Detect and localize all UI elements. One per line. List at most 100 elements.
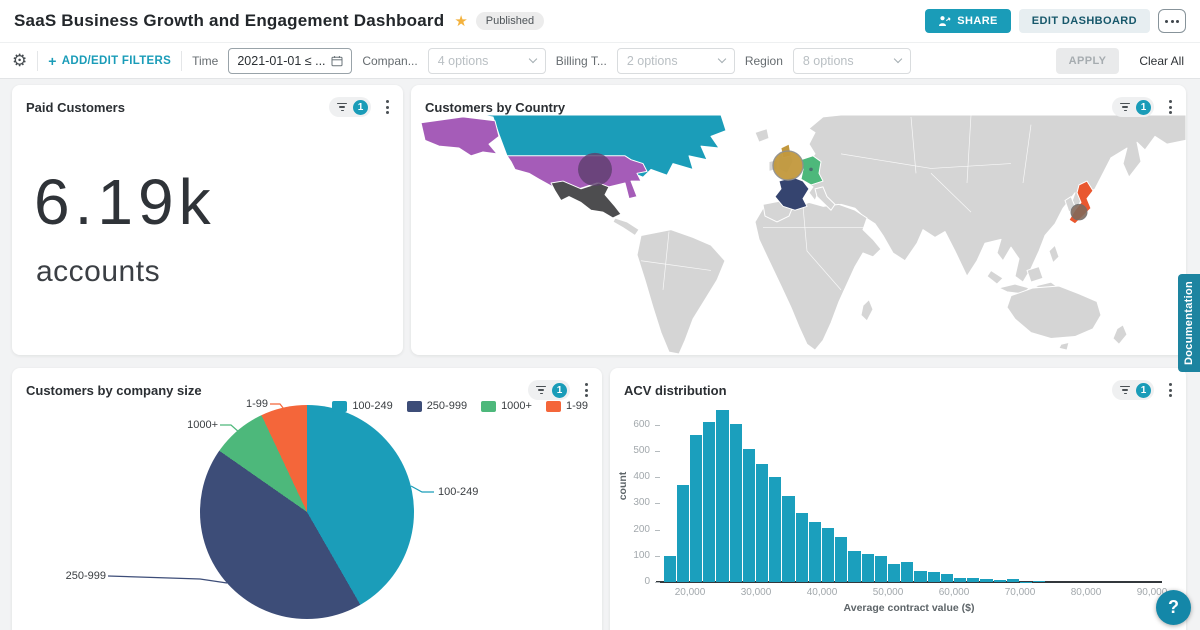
- hist-bar[interactable]: [967, 577, 980, 582]
- hist-bar[interactable]: [848, 551, 861, 582]
- map-country-usa[interactable]: [506, 155, 648, 200]
- filter-indicator[interactable]: 1: [1112, 97, 1154, 117]
- divider: [181, 50, 183, 71]
- y-tick-label: 0: [644, 576, 650, 587]
- page-title: SaaS Business Growth and Engagement Dash…: [14, 11, 445, 30]
- gear-icon[interactable]: ⚙: [12, 50, 28, 71]
- hist-bar[interactable]: [729, 423, 742, 582]
- x-tick-label: 40,000: [806, 587, 838, 598]
- edit-dashboard-button[interactable]: EDIT DASHBOARD: [1018, 9, 1150, 33]
- hist-bar[interactable]: [901, 561, 914, 582]
- y-tick-label: 300: [633, 497, 650, 509]
- map-country-new-zealand: [1112, 324, 1128, 345]
- bubble-japan[interactable]: [1070, 203, 1088, 221]
- hist-bar[interactable]: [835, 536, 848, 582]
- legend-item[interactable]: 1000+: [481, 400, 532, 412]
- x-tick-label: 50,000: [872, 587, 904, 598]
- map-country-mexico[interactable]: [550, 180, 622, 219]
- hist-bar[interactable]: [756, 464, 769, 582]
- legend-item[interactable]: 1-99: [545, 400, 588, 412]
- hist-bar[interactable]: [1006, 579, 1019, 582]
- hist-bar[interactable]: [914, 570, 927, 582]
- x-tick-label: 30,000: [740, 587, 772, 598]
- y-tick-label: 200: [633, 523, 650, 535]
- hist-bar[interactable]: [927, 572, 940, 582]
- y-tick-label: 500: [633, 445, 650, 456]
- hist-bar[interactable]: [954, 577, 967, 582]
- germany-data-dot: [809, 167, 813, 172]
- x-tick-label: 70,000: [1004, 587, 1036, 598]
- bubble-usa[interactable]: [578, 152, 612, 186]
- hist-bar[interactable]: [888, 563, 901, 582]
- funnel-icon: [536, 385, 546, 395]
- kebab-menu-icon[interactable]: [583, 381, 590, 399]
- pie-label-100-249: 100-249: [438, 486, 479, 498]
- x-tick-label: 60,000: [938, 587, 970, 598]
- y-tick-label: 600: [633, 418, 650, 430]
- more-options-button[interactable]: [1158, 9, 1186, 33]
- y-tick-mark: [655, 529, 660, 531]
- pie-label-1-99: 1-99: [245, 398, 268, 410]
- legend-item[interactable]: 100-249: [332, 400, 393, 412]
- filter-indicator[interactable]: 1: [528, 380, 570, 400]
- hist-bar[interactable]: [822, 527, 835, 582]
- hist-bar[interactable]: [676, 485, 689, 582]
- hist-bar[interactable]: [782, 496, 795, 582]
- published-badge: Published: [475, 12, 545, 30]
- favorite-star-icon[interactable]: ★: [454, 12, 468, 30]
- pie-chart[interactable]: [200, 405, 414, 619]
- hist-bar[interactable]: [861, 553, 874, 582]
- billing-filter-select[interactable]: 2 options: [616, 47, 735, 74]
- clear-all-button[interactable]: Clear All: [1139, 53, 1184, 68]
- hist-bar[interactable]: [993, 580, 1006, 582]
- hist-bar[interactable]: [716, 410, 729, 582]
- y-tick-mark: [655, 424, 660, 426]
- legend-item[interactable]: 250-999: [406, 400, 467, 412]
- help-button[interactable]: ?: [1156, 590, 1191, 625]
- map-border-lines: [640, 115, 1032, 291]
- hist-bar[interactable]: [690, 434, 703, 582]
- region-filter-select[interactable]: 8 options: [792, 47, 911, 74]
- y-axis-title: count: [617, 471, 629, 501]
- hist-bar[interactable]: [742, 449, 755, 582]
- map-country-france[interactable]: [774, 176, 810, 211]
- hist-bar[interactable]: [1020, 581, 1033, 582]
- hist-bar[interactable]: [663, 556, 676, 582]
- filter-count-badge: 1: [552, 382, 567, 398]
- y-tick-label: 100: [633, 549, 650, 561]
- apply-button[interactable]: APPLY: [1055, 47, 1120, 74]
- region-filter-label: Region: [744, 53, 783, 68]
- x-axis-title: Average contract value ($): [843, 602, 975, 614]
- panel-customers-by-country: Customers by Country 1: [411, 85, 1186, 355]
- hist-bar[interactable]: [795, 513, 808, 582]
- map-island-madagascar: [860, 299, 874, 322]
- time-filter-input[interactable]: 2021-01-01 ≤ ...: [228, 47, 353, 74]
- share-button[interactable]: SHARE: [925, 9, 1011, 33]
- add-edit-filters-button[interactable]: + ADD/EDIT FILTERS: [48, 52, 172, 69]
- kebab-menu-icon[interactable]: [384, 98, 391, 116]
- map-country-alaska[interactable]: [420, 116, 500, 157]
- legend-label: 100-249: [352, 400, 393, 412]
- hist-bar[interactable]: [769, 477, 782, 582]
- documentation-tab[interactable]: Documentation: [1178, 274, 1200, 372]
- top-bar: SaaS Business Growth and Engagement Dash…: [0, 0, 1200, 42]
- bubble-united-kingdom[interactable]: [772, 150, 804, 181]
- x-tick-label: 20,000: [674, 587, 706, 598]
- hist-bar[interactable]: [980, 578, 993, 582]
- filter-indicator[interactable]: 1: [329, 97, 371, 117]
- hist-bar[interactable]: [874, 555, 887, 582]
- kebab-menu-icon[interactable]: [1167, 381, 1174, 399]
- kebab-menu-icon[interactable]: [1167, 98, 1174, 116]
- hist-bar[interactable]: [940, 574, 953, 582]
- company-filter-select[interactable]: 4 options: [427, 47, 546, 74]
- filter-indicator[interactable]: 1: [1112, 380, 1154, 400]
- y-tick-mark: [655, 582, 660, 583]
- filter-count-badge: 1: [353, 99, 368, 115]
- legend-label: 1000+: [501, 400, 532, 412]
- hist-bar[interactable]: [1033, 581, 1046, 582]
- legend-swatch: [406, 400, 422, 412]
- panel-title: Paid Customers: [26, 99, 125, 115]
- hist-bar[interactable]: [808, 521, 821, 582]
- hist-bar[interactable]: [703, 422, 716, 582]
- calendar-icon: [331, 55, 343, 66]
